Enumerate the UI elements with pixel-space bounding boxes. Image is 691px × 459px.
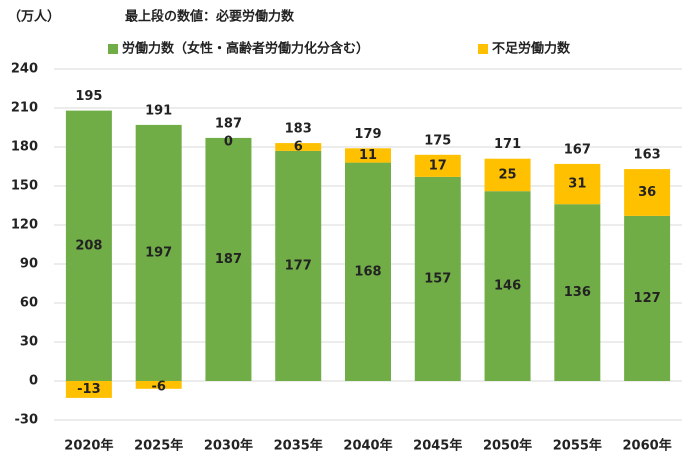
data-label: 177: [285, 258, 312, 273]
data-label: 31: [568, 177, 586, 192]
bar-segment: [275, 143, 322, 151]
x-tick-label: 2060年: [623, 438, 672, 454]
x-tick-label: 2055年: [553, 438, 602, 454]
legend-swatch: [108, 44, 118, 54]
chart-title: 最上段の数値：必要労働力数: [125, 9, 295, 25]
total-label: 191: [145, 103, 172, 118]
total-label: 195: [75, 89, 102, 104]
data-label: 36: [638, 185, 656, 200]
data-label: 187: [215, 252, 242, 267]
total-label: 171: [494, 137, 521, 152]
x-tick-label: 2045年: [413, 438, 462, 454]
x-tick-label: 2035年: [274, 438, 323, 454]
data-label: 197: [145, 245, 172, 260]
legend-label: 不足労働力数: [492, 41, 571, 57]
y-tick-label: 240: [11, 62, 38, 77]
y-tick-label: -30: [15, 413, 39, 428]
data-label: 0: [224, 134, 233, 149]
x-tick-label: 2030年: [204, 438, 253, 454]
bar-segment: [484, 191, 531, 381]
bar-segment: [345, 162, 391, 381]
unit-label: （万人）: [8, 9, 60, 25]
bar-segment: [65, 110, 112, 381]
bar-segment: [135, 381, 182, 389]
bar-segment: [414, 176, 461, 381]
x-tick-label: 2025年: [134, 438, 183, 454]
y-tick-label: 60: [20, 296, 38, 311]
y-tick-label: 150: [11, 179, 38, 194]
x-tick-label: 2020年: [64, 438, 113, 454]
legend-swatch: [478, 44, 488, 54]
total-label: 179: [354, 127, 381, 142]
y-tick-label: 90: [20, 257, 38, 272]
bar-segment: [414, 154, 461, 177]
data-label: 146: [494, 279, 521, 294]
data-label: 6: [294, 140, 303, 155]
bar-segment: [135, 124, 182, 382]
bar-segment: [345, 148, 391, 163]
data-label: 136: [564, 285, 591, 300]
data-label: 208: [75, 238, 102, 253]
y-tick-label: 210: [11, 101, 38, 116]
data-label: -13: [77, 382, 101, 397]
total-label: 163: [634, 148, 661, 163]
bar-segment: [624, 215, 671, 381]
bar-segment: [484, 158, 531, 192]
bar-segment: [275, 150, 322, 381]
data-label: 127: [634, 291, 661, 306]
total-label: 183: [285, 122, 312, 137]
y-tick-label: 30: [20, 335, 38, 350]
data-label: 157: [424, 271, 451, 286]
bar-segment: [554, 163, 601, 205]
bar-segment: [205, 137, 252, 381]
x-tick-label: 2040年: [343, 438, 392, 454]
y-tick-label: 0: [29, 374, 38, 389]
legend-label: 労働力数（女性・高齢者労働力化分含む）: [122, 41, 369, 57]
data-label: -6: [151, 379, 165, 394]
data-label: 11: [359, 148, 377, 163]
y-tick-label: 180: [11, 140, 38, 155]
bar-segment: [65, 381, 112, 398]
data-label: 25: [499, 167, 517, 182]
total-label: 175: [424, 133, 451, 148]
total-label: 167: [564, 142, 591, 157]
data-label: 17: [429, 158, 447, 173]
bar-segment: [624, 169, 671, 216]
bar-segment: [554, 204, 601, 381]
y-tick-label: 120: [11, 218, 38, 233]
total-label: 187: [215, 116, 242, 131]
data-label: 168: [354, 264, 381, 279]
x-tick-label: 2050年: [483, 438, 532, 454]
